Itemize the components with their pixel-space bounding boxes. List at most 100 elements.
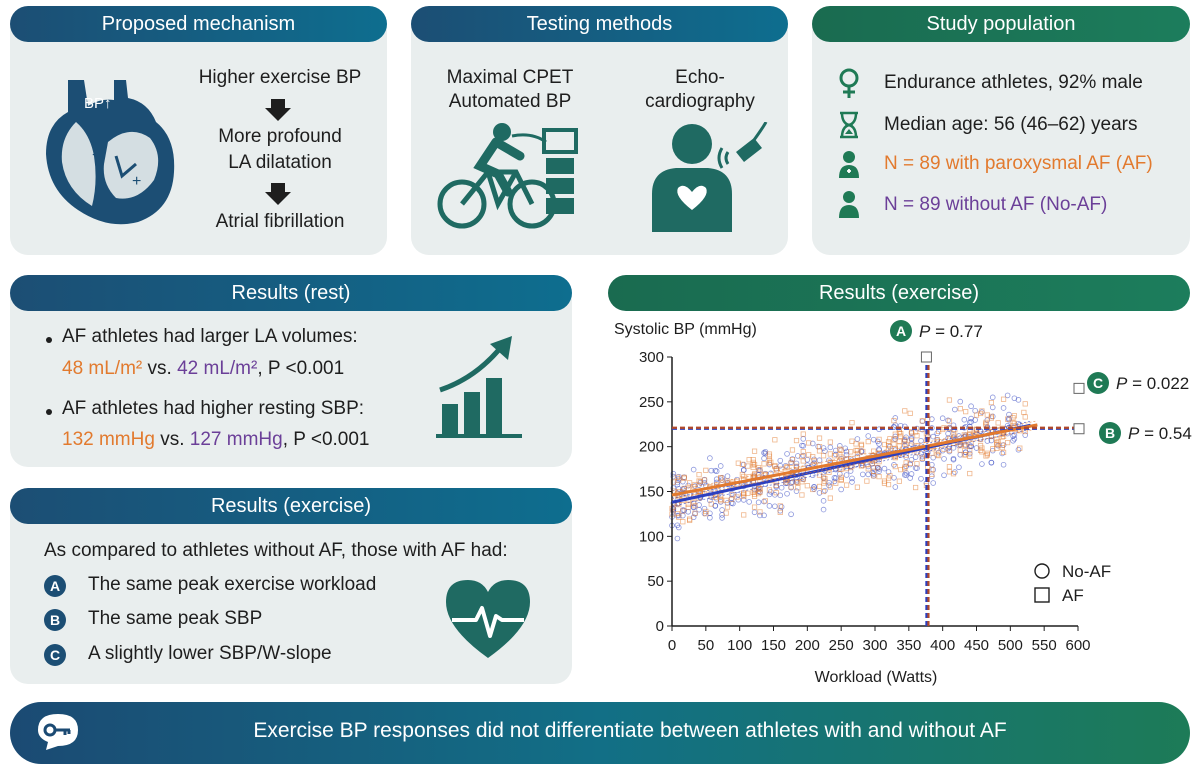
data-point-noaf	[870, 436, 877, 443]
data-point-noaf	[912, 465, 919, 471]
data-point-af	[849, 438, 855, 444]
data-point-af	[864, 478, 870, 484]
data-point-af	[902, 408, 908, 414]
annotation-c-label: P = 0.022	[1116, 374, 1189, 393]
data-point-noaf	[941, 456, 947, 462]
data-point-noaf	[945, 430, 951, 437]
data-point-af	[724, 504, 731, 510]
x-tick-label: 250	[829, 637, 854, 654]
mechanism-title: Proposed mechanism	[10, 6, 387, 42]
results-exercise-title: Results (exercise)	[10, 488, 572, 524]
data-point-noaf	[849, 479, 855, 485]
data-point-af	[946, 418, 953, 424]
data-point-noaf	[735, 496, 742, 503]
data-point-af	[788, 484, 794, 490]
y-tick-label: 250	[639, 394, 664, 411]
data-point-af	[929, 450, 935, 456]
bullet	[46, 337, 52, 343]
rest-bullet2-af-value: 132 mmHg	[62, 429, 155, 450]
data-point-noaf	[860, 471, 866, 478]
annotation-b-label: P = 0.54	[1128, 424, 1192, 443]
data-point-af	[757, 489, 763, 495]
data-point-af	[692, 510, 698, 516]
data-point-af	[766, 451, 773, 457]
chart-annotations: A P = 0.77 B P = 0.54 C P = 0.022	[890, 320, 1192, 444]
data-point-af	[838, 476, 844, 482]
data-point-noaf	[988, 459, 995, 466]
key-speech-icon	[38, 714, 78, 750]
annotation-a-badge-letter: A	[896, 323, 906, 339]
data-point-af	[979, 445, 985, 451]
data-point-af	[739, 461, 745, 467]
data-point-af	[963, 409, 969, 415]
data-point-noaf	[843, 472, 850, 478]
data-point-noaf	[670, 485, 677, 491]
data-point-af	[827, 451, 833, 457]
data-point-af	[686, 517, 693, 524]
data-point-af	[950, 431, 957, 437]
data-point-noaf	[881, 465, 888, 472]
rest-bullet1-line2: 48 mL/m² vs. 42 mL/m², P <0.001	[62, 358, 345, 379]
data-point-af	[946, 397, 953, 403]
data-point-noaf	[826, 479, 832, 486]
data-point-af	[789, 447, 796, 453]
data-point-noaf	[989, 394, 996, 401]
data-point-af	[995, 420, 1001, 426]
data-point-af	[810, 486, 816, 493]
heart-anatomy-icon: BP↑ + +	[46, 80, 175, 225]
data-point-af	[674, 510, 681, 517]
x-tick-label: 100	[727, 637, 752, 654]
annotation-a-label: P = 0.77	[919, 322, 983, 341]
data-point-noaf	[966, 419, 973, 426]
data-point-af	[793, 479, 800, 485]
data-point-af	[908, 429, 915, 435]
data-point-af	[979, 449, 985, 455]
chart-panel-title: Results (exercise)	[608, 275, 1190, 311]
x-tick-label: 500	[998, 637, 1023, 654]
data-point-af	[718, 498, 724, 504]
data-point-af	[858, 441, 865, 448]
data-point-noaf	[865, 433, 872, 439]
data-point-noaf	[979, 409, 985, 415]
data-point-noaf	[788, 511, 794, 518]
data-point-noaf	[1022, 432, 1029, 438]
data-point-af	[1021, 409, 1027, 416]
data-point-af	[914, 461, 920, 467]
data-point-noaf	[670, 473, 677, 480]
data-point-noaf	[946, 448, 953, 455]
data-point-af	[734, 494, 740, 500]
data-point-noaf	[876, 466, 882, 472]
data-point-noaf	[903, 470, 909, 476]
testing-method1b: Automated BP	[448, 91, 572, 112]
data-point-af	[892, 463, 898, 470]
data-point-af	[773, 466, 779, 472]
data-point-noaf	[820, 506, 827, 513]
annotation-c-badge	[1087, 372, 1109, 394]
data-point-af	[827, 439, 833, 445]
fit-line-af	[671, 423, 1038, 497]
data-point-af	[799, 492, 805, 498]
data-point-noaf	[968, 403, 974, 410]
data-point-af	[843, 482, 850, 488]
population-row3: N = 89 with paroxysmal AF (AF)	[884, 153, 1153, 174]
data-point-af	[750, 489, 756, 495]
data-point-af	[999, 434, 1005, 440]
conclusion-text: Exercise BP responses did not differenti…	[253, 719, 1007, 742]
data-point-noaf	[822, 487, 828, 494]
data-point-af	[887, 436, 893, 442]
data-point-af	[988, 413, 994, 420]
testing-title: Testing methods	[411, 6, 788, 42]
data-point-noaf	[876, 468, 882, 475]
data-point-noaf	[815, 443, 821, 450]
person-icon	[839, 191, 859, 218]
data-point-af	[967, 470, 973, 477]
data-point-noaf	[930, 480, 936, 486]
data-point-noaf	[675, 473, 682, 480]
data-point-af	[990, 446, 996, 452]
data-point-noaf	[728, 500, 735, 506]
data-point-af	[686, 480, 693, 486]
data-point-noaf	[761, 512, 767, 519]
data-point-af	[963, 443, 969, 449]
conclusion-bar	[10, 702, 1190, 764]
data-point-af	[766, 487, 773, 493]
